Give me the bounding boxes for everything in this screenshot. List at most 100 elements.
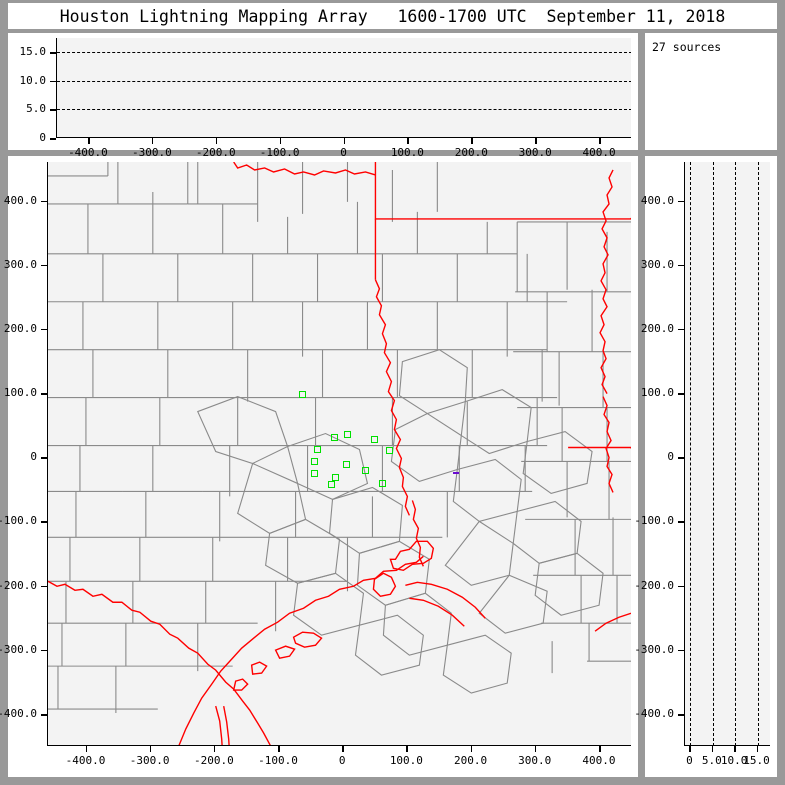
gridline-vertical	[690, 162, 692, 745]
x-tick	[756, 746, 759, 752]
x-tick-label: 400.0	[582, 146, 616, 159]
x-tick-label: 0	[340, 146, 347, 159]
y-tick	[678, 264, 684, 267]
x-tick	[598, 746, 601, 752]
y-tick	[50, 109, 56, 112]
lma-source-marker	[379, 480, 387, 488]
y-tick-label: 200.0	[640, 321, 674, 335]
x-tick	[534, 746, 537, 752]
x-tick	[407, 138, 409, 144]
x-tick-label: 300.0	[518, 754, 552, 767]
page-title: Houston Lightning Mapping Array 1600-170…	[59, 6, 726, 26]
y-tick-label: -400.0	[634, 706, 674, 720]
y-tick	[678, 521, 684, 523]
x-tick	[215, 138, 218, 144]
stray-source-marker	[452, 471, 459, 474]
y-tick-label: 400.0	[640, 193, 674, 207]
y-tick	[50, 52, 56, 54]
x-tick-label: -400.0	[68, 146, 108, 159]
map-panel: -400.0 -300.0 -200.0 -100.0 0 100.0 200.0 300.0…	[0, 156, 638, 777]
x-tick-label: 0	[338, 754, 346, 767]
x-tick-label: -300.0	[129, 754, 170, 767]
y-tick-label: 0	[39, 131, 46, 144]
x-tick-label: -300.0	[131, 146, 172, 159]
lma-source-marker	[342, 461, 350, 469]
y-tick-label: -100.0	[0, 514, 37, 528]
x-tick	[149, 746, 152, 752]
x-tick-label: 400.0	[582, 754, 616, 767]
x-tick-label: -100.0	[259, 146, 300, 159]
gridline-horizontal	[57, 109, 631, 111]
lma-source-marker	[328, 481, 336, 489]
x-tick	[734, 746, 736, 752]
x-tick	[342, 746, 344, 752]
lma-source-marker	[385, 447, 393, 455]
y-tick	[41, 713, 47, 716]
y-tick-label: -200.0	[0, 578, 37, 592]
x-tick-label: 200.0	[454, 146, 488, 159]
x-tick	[213, 746, 216, 752]
lma-source-marker	[311, 458, 319, 466]
county-boundaries-layer	[48, 162, 631, 714]
y-tick-label: 0	[30, 450, 37, 464]
y-tick-label: 200.0	[3, 321, 37, 335]
x-tick	[535, 138, 537, 144]
y-tick-label: 300.0	[640, 257, 674, 271]
y-tick	[678, 200, 684, 203]
y-tick-label: 300.0	[3, 257, 37, 271]
y-tick	[678, 713, 684, 716]
x-tick	[599, 138, 601, 144]
x-tick-label: 200.0	[453, 754, 488, 767]
lma-source-marker	[331, 433, 339, 441]
x-tick	[343, 138, 346, 144]
y-tick	[678, 393, 684, 395]
x-tick-label: 0	[686, 754, 693, 767]
x-tick-label: 5.0	[701, 754, 722, 767]
y-tick	[678, 328, 684, 331]
gridline-vertical	[712, 162, 714, 745]
lma-source-marker	[370, 435, 378, 443]
x-tick	[278, 746, 280, 752]
x-tick	[151, 138, 154, 144]
lma-source-marker	[314, 446, 322, 453]
x-tick-label: 100.0	[389, 754, 423, 767]
y-tick-label: 0	[667, 450, 674, 464]
lma-source-marker	[361, 467, 369, 475]
lma-source-marker	[299, 390, 307, 398]
lma-source-marker	[310, 469, 318, 477]
y-tick	[41, 457, 47, 459]
y-tick-label: 10.0	[19, 73, 47, 87]
y-tick	[41, 200, 47, 203]
sources-panel: 27 sources	[645, 33, 777, 150]
source-count-plot-area	[684, 162, 770, 746]
x-tick-label: -200.0	[193, 754, 234, 767]
y-tick-label: -200.0	[634, 578, 674, 592]
time-height-plot-area	[56, 38, 631, 138]
y-tick-label: 400.0	[3, 193, 37, 207]
x-tick-label: -400.0	[65, 754, 106, 767]
figure-title-bar: Houston Lightning Mapping Array 1600-170…	[8, 3, 777, 29]
x-tick	[470, 746, 473, 752]
x-tick	[689, 746, 691, 752]
y-tick-label: -300.0	[634, 642, 674, 656]
x-tick	[471, 138, 473, 144]
y-tick	[41, 649, 47, 652]
x-tick-label: 10.0	[720, 754, 748, 767]
y-tick	[678, 457, 684, 459]
x-tick-label: 100.0	[390, 146, 424, 159]
y-tick	[678, 649, 684, 652]
lma-source-marker	[332, 473, 339, 481]
x-tick	[406, 746, 408, 752]
y-tick-label: 5.0	[26, 102, 46, 116]
lma-source-marker	[344, 431, 352, 439]
state-and-coastline-layer	[48, 162, 631, 745]
y-tick-label: 100.0	[3, 386, 37, 400]
gridline-vertical	[735, 162, 737, 745]
map-plot-area	[47, 162, 631, 746]
y-tick-label: -400.0	[0, 706, 37, 720]
x-tick	[85, 746, 88, 752]
y-tick-label: -300.0	[0, 642, 37, 656]
y-tick	[41, 521, 47, 523]
y-tick	[41, 393, 47, 395]
